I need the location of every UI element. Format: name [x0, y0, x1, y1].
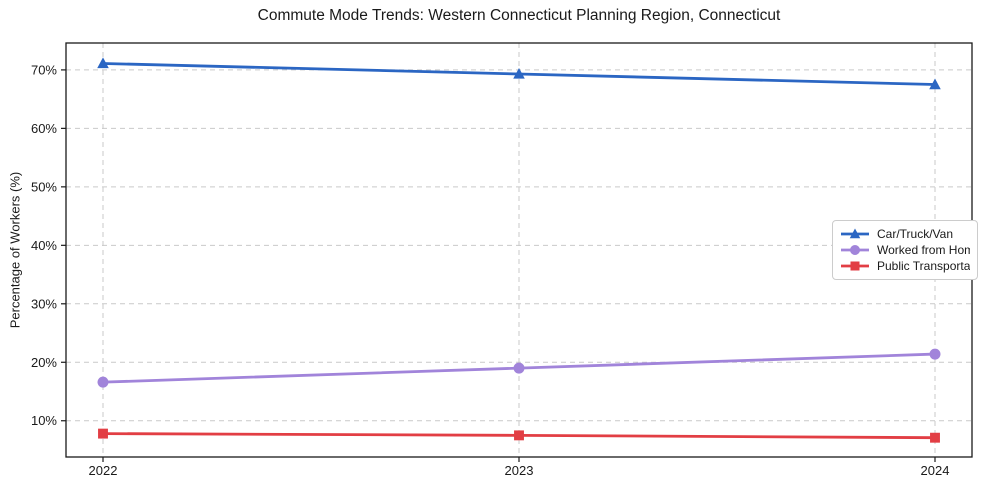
- x-tick-label: 2022: [89, 463, 118, 478]
- data-point-marker-triangle: [929, 78, 941, 90]
- data-point-marker-triangle: [97, 57, 109, 69]
- data-point-marker-circle: [929, 348, 941, 360]
- legend-label: Car/Truck/Van: [877, 227, 954, 241]
- data-point-marker-square: [514, 430, 524, 441]
- data-point-marker-square: [850, 261, 860, 271]
- data-point-marker-square: [930, 432, 940, 443]
- chart-title: Commute Mode Trends: Western Connecticut…: [257, 7, 781, 24]
- legend-marker-circle-icon: [841, 245, 869, 255]
- legend-item-worked-from-home: Worked from Home: [840, 242, 970, 258]
- y-tick-label: 50%: [31, 179, 57, 194]
- y-tick-label: 20%: [31, 355, 57, 370]
- legend-item-public-transportation: Public Transportation: [840, 258, 970, 274]
- legend-marker-triangle-icon: [841, 228, 869, 239]
- y-tick-label: 30%: [31, 296, 57, 311]
- data-point-marker-triangle: [849, 228, 861, 239]
- legend-label: Worked from Home: [877, 243, 970, 257]
- legend-marker-square-icon: [841, 261, 869, 271]
- x-tick-label: 2023: [505, 463, 534, 478]
- data-point-marker-triangle: [513, 67, 525, 79]
- y-tick-label: 40%: [31, 238, 57, 253]
- y-tick-label: 10%: [31, 413, 57, 428]
- legend: Car/Truck/Van Worked from Home Public Tr…: [832, 220, 978, 280]
- data-point-marker-circle: [513, 362, 525, 374]
- legend-label: Public Transportation: [877, 259, 970, 273]
- data-point-marker-circle: [850, 245, 860, 255]
- y-tick-label: 70%: [31, 62, 57, 77]
- x-tick-label: 2024: [921, 463, 950, 478]
- y-tick-label: 60%: [31, 121, 57, 136]
- legend-item-car-truck-van: Car/Truck/Van: [840, 226, 970, 242]
- data-point-marker-circle: [97, 376, 109, 388]
- data-point-marker-square: [98, 428, 108, 439]
